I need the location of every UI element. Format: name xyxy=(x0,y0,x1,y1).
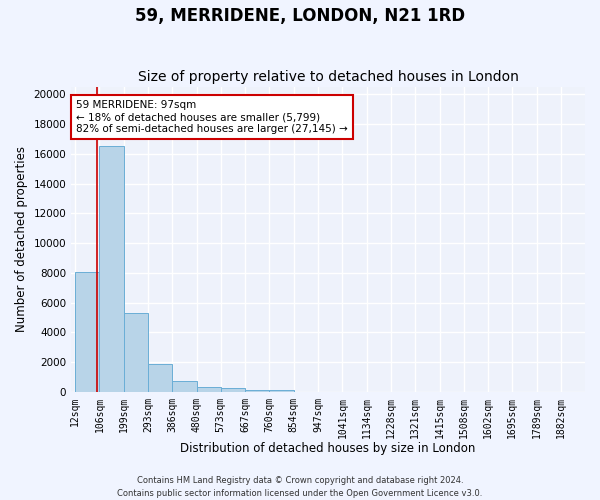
Bar xyxy=(172,382,197,392)
Bar xyxy=(197,386,221,392)
Text: 59, MERRIDENE, LONDON, N21 1RD: 59, MERRIDENE, LONDON, N21 1RD xyxy=(135,8,465,26)
X-axis label: Distribution of detached houses by size in London: Distribution of detached houses by size … xyxy=(181,442,476,455)
Bar xyxy=(221,388,245,392)
Bar xyxy=(124,313,148,392)
Text: Contains HM Land Registry data © Crown copyright and database right 2024.
Contai: Contains HM Land Registry data © Crown c… xyxy=(118,476,482,498)
Bar xyxy=(100,146,124,392)
Bar xyxy=(245,390,269,392)
Bar xyxy=(148,364,172,392)
Bar xyxy=(269,390,294,392)
Title: Size of property relative to detached houses in London: Size of property relative to detached ho… xyxy=(137,70,518,85)
Text: 59 MERRIDENE: 97sqm
← 18% of detached houses are smaller (5,799)
82% of semi-det: 59 MERRIDENE: 97sqm ← 18% of detached ho… xyxy=(76,100,348,134)
Bar xyxy=(75,272,100,392)
Y-axis label: Number of detached properties: Number of detached properties xyxy=(15,146,28,332)
